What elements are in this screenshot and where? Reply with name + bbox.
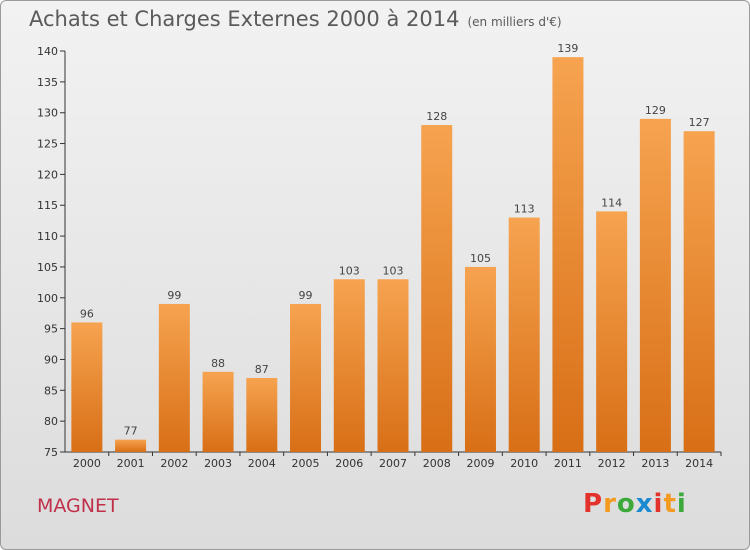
x-tick-label-2002: 2002 (160, 457, 188, 470)
x-tick-label-2001: 2001 (117, 457, 145, 470)
y-tick-label-135: 135 (37, 76, 58, 89)
logo-letter: t (663, 489, 677, 519)
value-label-2009: 105 (470, 252, 491, 265)
logo-letter: x (635, 489, 654, 519)
x-tick-label-2004: 2004 (248, 457, 276, 470)
x-tick-label-2008: 2008 (423, 457, 451, 470)
y-tick-label-105: 105 (37, 261, 58, 274)
bar-2005 (290, 303, 322, 452)
value-label-2005: 99 (299, 289, 313, 302)
value-label-2013: 129 (645, 104, 666, 117)
value-label-2007: 103 (383, 264, 404, 277)
y-tick-label-140: 140 (37, 45, 58, 58)
bar-2012 (596, 211, 628, 452)
bar-2011 (552, 57, 584, 453)
x-tick-label-2007: 2007 (379, 457, 407, 470)
y-tick-label-80: 80 (44, 415, 58, 428)
proxiti-logo[interactable]: Proxiti (583, 489, 687, 519)
x-tick-label-2009: 2009 (466, 457, 494, 470)
y-tick-label-125: 125 (37, 138, 58, 151)
value-label-2006: 103 (339, 264, 360, 277)
x-tick-label-2006: 2006 (335, 457, 363, 470)
x-tick-label-2003: 2003 (204, 457, 232, 470)
logo-letter: i (676, 489, 687, 519)
logo-letter: o (616, 489, 636, 519)
y-tick-label-85: 85 (44, 384, 58, 397)
bar-2007 (377, 279, 409, 452)
x-tick-label-2013: 2013 (641, 457, 669, 470)
value-label-2001: 77 (124, 425, 138, 438)
y-tick-label-100: 100 (37, 292, 58, 305)
chart-title-text: Achats et Charges Externes 2000 à 2014 (29, 7, 460, 31)
x-tick-label-2014: 2014 (685, 457, 713, 470)
x-tick-label-2000: 2000 (73, 457, 101, 470)
x-tick-label-2012: 2012 (598, 457, 626, 470)
value-label-2002: 99 (167, 289, 181, 302)
y-tick-label-120: 120 (37, 168, 58, 181)
chart-subtitle: (en milliers d'€) (467, 15, 562, 29)
bar-2009 (464, 266, 496, 452)
bar-2014 (683, 131, 715, 452)
y-tick-label-115: 115 (37, 199, 58, 212)
x-tick-label-2010: 2010 (510, 457, 538, 470)
bar-2004 (246, 377, 278, 452)
y-tick-label-90: 90 (44, 353, 58, 366)
bar-2010 (508, 217, 540, 452)
value-label-2000: 96 (80, 307, 94, 320)
value-label-2011: 139 (557, 42, 578, 55)
bar-2002 (158, 303, 190, 452)
chart-title: Achats et Charges Externes 2000 à 2014 (e… (29, 7, 562, 31)
plot-area: 75 80 85 90 95 100 105 110 115 120 125 130 135 140 96 2… (37, 42, 722, 470)
value-label-2010: 113 (514, 203, 535, 216)
commune-name: MAGNET (37, 495, 119, 517)
bar-2006 (333, 279, 365, 452)
x-tick-label-2011: 2011 (554, 457, 582, 470)
bar-2001 (115, 439, 147, 452)
y-tick-label-110: 110 (37, 230, 58, 243)
value-label-2014: 127 (689, 116, 710, 129)
logo-letter: i (653, 489, 664, 519)
value-label-2004: 87 (255, 363, 269, 376)
bar-2000 (71, 322, 103, 452)
value-label-2003: 88 (211, 357, 225, 370)
bar-2008 (421, 125, 453, 453)
bar-2003 (202, 371, 234, 452)
logo-letter: P (583, 489, 604, 519)
y-tick-label-95: 95 (44, 323, 58, 336)
y-tick-label-75: 75 (44, 446, 58, 459)
x-tick-label-2005: 2005 (292, 457, 320, 470)
logo-letter: r (603, 489, 617, 519)
bar-2013 (639, 118, 671, 452)
value-label-2012: 114 (601, 196, 622, 209)
value-label-2008: 128 (426, 110, 447, 123)
y-tick-label-130: 130 (37, 107, 58, 120)
